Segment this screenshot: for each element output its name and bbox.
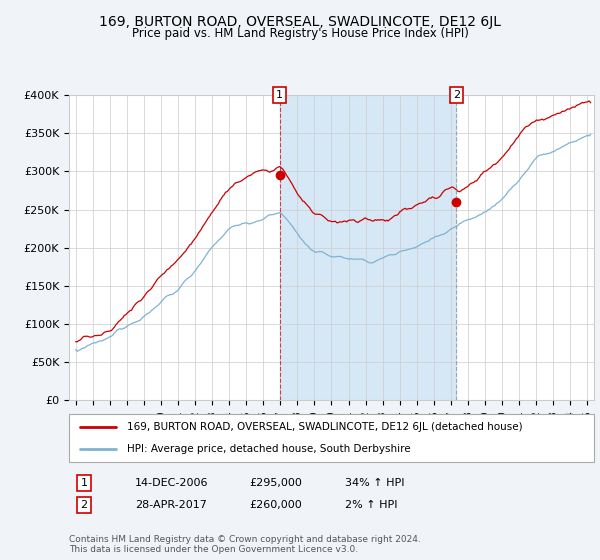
Text: 28-APR-2017: 28-APR-2017 — [135, 500, 207, 510]
Text: Price paid vs. HM Land Registry's House Price Index (HPI): Price paid vs. HM Land Registry's House … — [131, 27, 469, 40]
Bar — [280, 95, 456, 400]
Text: 2: 2 — [453, 90, 460, 100]
Text: 34% ↑ HPI: 34% ↑ HPI — [345, 478, 404, 488]
Text: £260,000: £260,000 — [249, 500, 302, 510]
Text: £295,000: £295,000 — [249, 478, 302, 488]
Text: 2% ↑ HPI: 2% ↑ HPI — [345, 500, 398, 510]
Text: 1: 1 — [276, 90, 283, 100]
Text: 169, BURTON ROAD, OVERSEAL, SWADLINCOTE, DE12 6JL (detached house): 169, BURTON ROAD, OVERSEAL, SWADLINCOTE,… — [127, 422, 523, 432]
Text: 2: 2 — [80, 500, 88, 510]
Text: Contains HM Land Registry data © Crown copyright and database right 2024.: Contains HM Land Registry data © Crown c… — [69, 535, 421, 544]
Text: 1: 1 — [80, 478, 88, 488]
Text: This data is licensed under the Open Government Licence v3.0.: This data is licensed under the Open Gov… — [69, 545, 358, 554]
Text: HPI: Average price, detached house, South Derbyshire: HPI: Average price, detached house, Sout… — [127, 444, 410, 454]
Text: 14-DEC-2006: 14-DEC-2006 — [135, 478, 209, 488]
Text: 169, BURTON ROAD, OVERSEAL, SWADLINCOTE, DE12 6JL: 169, BURTON ROAD, OVERSEAL, SWADLINCOTE,… — [99, 15, 501, 29]
FancyBboxPatch shape — [69, 414, 594, 462]
